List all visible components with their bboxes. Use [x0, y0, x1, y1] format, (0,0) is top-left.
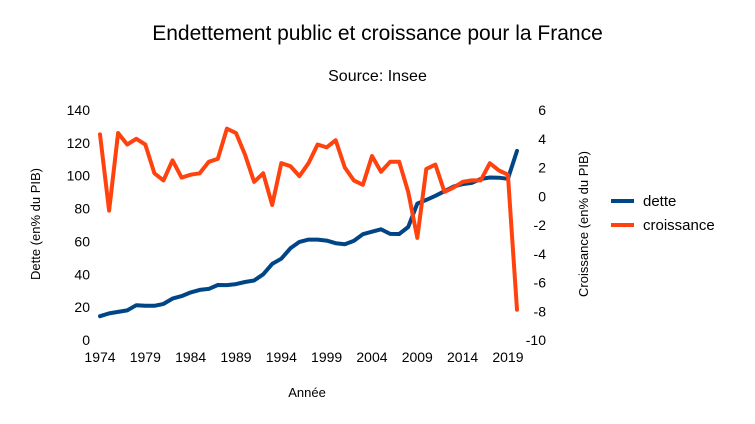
left-axis-ticks: 0 20 40 60 80 100 120 140: [67, 102, 91, 348]
y2-tick-label: 0: [538, 188, 546, 204]
x-axis-label: Année: [288, 385, 326, 400]
y2-axis-label: Croissance (en% du PIB): [576, 151, 591, 297]
x-axis-ticks: 1974 1979 1984 1989 1994 1999 2004 2009 2014 2019: [84, 349, 523, 365]
y-tick-label: 80: [74, 201, 90, 217]
x-tick-label: 2014: [447, 349, 478, 365]
series-lines: [98, 126, 519, 319]
x-tick-label: 1989: [220, 349, 251, 365]
legend-label-dette: dette: [643, 193, 676, 210]
x-tick-label: 1984: [175, 349, 206, 365]
x-tick-label: 1999: [311, 349, 342, 365]
y2-tick-label: -4: [534, 246, 547, 262]
right-axis-ticks: -10 -8 -6 -4 -2 0 2 4 6: [526, 102, 546, 348]
legend: dette croissance: [611, 193, 715, 234]
y2-tick-label: 2: [538, 160, 546, 176]
x-tick-label: 2004: [356, 349, 387, 365]
y-tick-label: 120: [67, 135, 91, 151]
series-line-dette: [98, 148, 519, 319]
y-tick-label: 60: [74, 233, 90, 249]
x-tick-label: 1994: [266, 349, 297, 365]
y-tick-label: 100: [67, 168, 91, 184]
x-tick-label: 2009: [402, 349, 433, 365]
y2-tick-label: -8: [534, 303, 547, 319]
y2-tick-label: -2: [534, 217, 547, 233]
y-axis-label: Dette (en% du PIB): [28, 168, 43, 280]
x-tick-label: 1979: [130, 349, 161, 365]
y-tick-label: 40: [74, 266, 90, 282]
y2-tick-label: -10: [526, 332, 546, 348]
legend-label-croissance: croissance: [643, 217, 715, 234]
y2-tick-label: 6: [538, 102, 546, 118]
y-tick-label: 140: [67, 102, 91, 118]
x-tick-label: 1974: [84, 349, 115, 365]
x-tick-label: 2019: [492, 349, 523, 365]
y2-tick-label: 4: [538, 131, 546, 147]
chart-subtitle: Source: Insee: [328, 68, 427, 85]
y-tick-label: 20: [74, 299, 90, 315]
series-line-croissance: [98, 126, 519, 312]
y2-tick-label: -6: [534, 275, 547, 291]
chart-title: Endettement public et croissance pour la…: [152, 22, 603, 45]
y-tick-label: 0: [82, 332, 90, 348]
